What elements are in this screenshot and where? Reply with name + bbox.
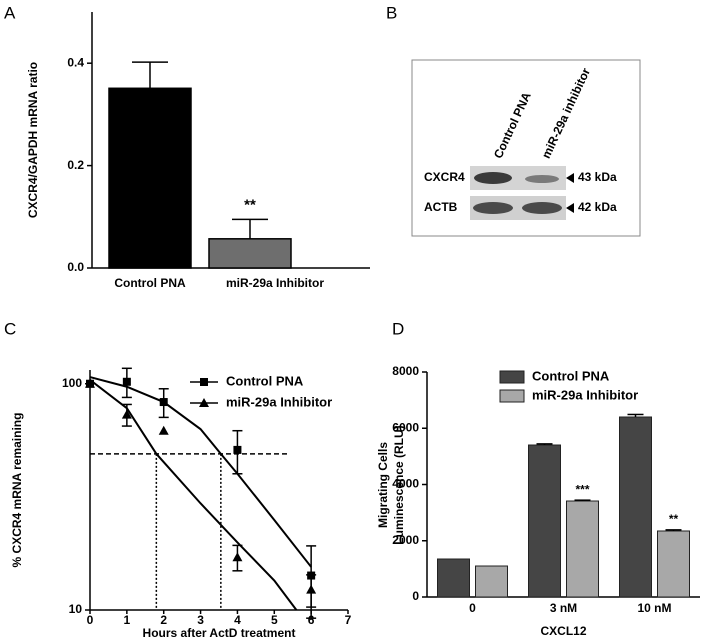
arrow — [566, 173, 574, 183]
y-tick-label: 6000 — [392, 420, 419, 434]
y-tick-label: 0.2 — [67, 158, 84, 172]
legend-marker — [200, 378, 208, 386]
x-tick-label: 0 — [469, 601, 476, 615]
x-tick-label: miR-29a Inhibitor — [226, 276, 324, 290]
panel-label: D — [392, 319, 404, 338]
legend-marker — [199, 398, 209, 407]
x-tick-label: 5 — [271, 613, 278, 627]
y-tick-label: 0 — [412, 589, 419, 603]
significance-label: *** — [575, 482, 589, 496]
x-axis-title: Hours after ActD treatment — [143, 626, 296, 639]
y-tick-label: 2000 — [392, 533, 419, 547]
y-axis-title: CXCR4/GAPDH mRNA ratio — [26, 62, 40, 218]
blot-band — [474, 172, 512, 184]
legend-label: Control PNA — [532, 368, 610, 383]
x-tick-label: 2 — [160, 613, 167, 627]
bar — [437, 558, 470, 598]
x-tick-label: 6 — [308, 613, 315, 627]
x-tick-label: 10 nM — [637, 601, 671, 615]
bar — [619, 416, 652, 598]
legend-label: miR-29a Inhibitor — [226, 394, 332, 409]
y-axis-title: % CXCR4 mRNA remaining — [10, 413, 24, 568]
blot-panel: Control PNA miR-29a inhibitor CXCR4 ACTB… — [411, 59, 641, 237]
marker — [159, 398, 168, 407]
x-tick-label: 7 — [345, 613, 352, 627]
x-axis-title: CXCL12 — [540, 624, 586, 638]
legend-label: miR-29a Inhibitor — [532, 387, 638, 402]
significance-label: ** — [669, 512, 679, 526]
size-label: 42 kDa — [578, 200, 617, 214]
panel-label: B — [386, 3, 397, 22]
arrow — [566, 203, 574, 213]
x-tick-label: 3 — [197, 613, 204, 627]
x-tick-label: 1 — [124, 613, 131, 627]
x-tick-label: 4 — [234, 613, 241, 627]
legend-swatch — [499, 370, 525, 384]
x-tick-label: 3 nM — [550, 601, 577, 615]
x-tick-label: 0 — [87, 613, 94, 627]
marker — [306, 584, 317, 594]
y-tick-label: 10 — [69, 602, 83, 616]
legend-label: Control PNA — [226, 373, 304, 388]
y-tick-label: 8000 — [392, 364, 419, 378]
y-tick-label: 0.4 — [67, 55, 84, 69]
y-axis-title: Luminescence (RLU) — [392, 425, 406, 544]
marker — [121, 409, 132, 419]
bar — [475, 565, 508, 598]
bar — [208, 238, 292, 269]
bar — [657, 530, 690, 598]
significance-label: ** — [244, 196, 256, 213]
marker — [232, 552, 243, 562]
y-tick-label: 4000 — [392, 477, 419, 491]
row-label: CXCR4 — [424, 170, 465, 184]
panel-label: A — [4, 3, 16, 22]
row-label: ACTB — [424, 200, 458, 214]
y-tick-label: 100 — [62, 376, 82, 390]
bar — [528, 444, 561, 598]
bar — [566, 500, 599, 598]
x-tick-label: Control PNA — [114, 276, 186, 290]
panel-label: C — [4, 319, 16, 338]
marker — [158, 425, 169, 435]
marker — [233, 445, 242, 454]
size-label: 43 kDa — [578, 170, 617, 184]
marker — [122, 377, 131, 386]
legend-swatch — [499, 389, 525, 403]
y-axis-title: Migrating Cells — [376, 442, 390, 528]
marker — [85, 378, 95, 388]
fit-curve — [89, 379, 298, 611]
blot-band — [473, 202, 513, 214]
y-tick-label: 0.0 — [67, 260, 84, 274]
bar — [108, 87, 192, 269]
blot-band — [525, 175, 559, 183]
fit-curve — [89, 376, 312, 568]
blot-band — [522, 202, 562, 214]
